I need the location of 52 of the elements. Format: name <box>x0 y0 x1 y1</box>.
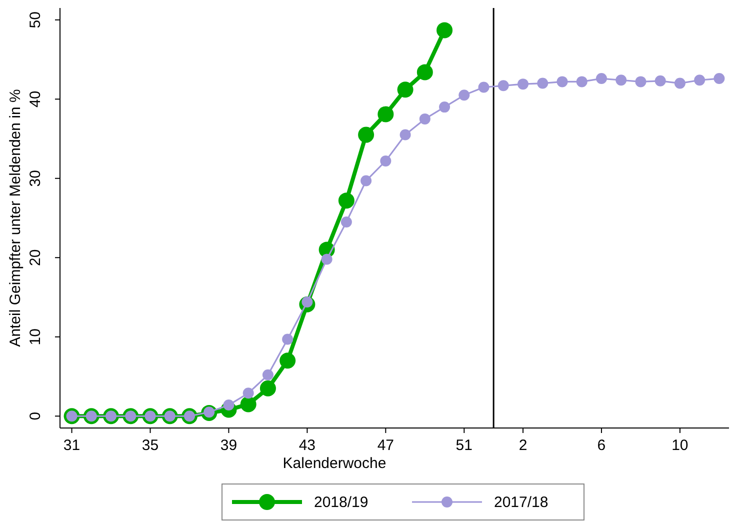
x-axis-title: Kalenderwoche <box>282 455 386 472</box>
legend-label: 2017/18 <box>494 494 548 511</box>
x-tick-label: 35 <box>142 437 159 454</box>
point <box>458 90 470 101</box>
point <box>282 334 294 345</box>
point <box>674 78 686 89</box>
y-tick-label: 50 <box>27 12 44 28</box>
x-tick-label: 2 <box>518 437 528 454</box>
point <box>714 73 725 84</box>
point <box>378 106 394 122</box>
point <box>400 129 411 140</box>
point <box>576 76 588 88</box>
point <box>556 76 568 88</box>
point <box>518 78 529 90</box>
x-tick-label: 6 <box>597 437 606 454</box>
point <box>360 175 372 186</box>
point <box>358 126 374 143</box>
x-tick-label: 51 <box>456 437 472 454</box>
y-tick-label: 0 <box>27 412 44 420</box>
point <box>340 216 352 228</box>
point <box>635 76 646 88</box>
point <box>439 102 450 113</box>
point <box>478 82 490 93</box>
point <box>260 380 276 396</box>
point <box>262 369 274 380</box>
y-tick-label: 10 <box>27 328 44 346</box>
point <box>419 113 430 124</box>
point <box>596 73 607 84</box>
y-tick-label: 20 <box>27 249 44 266</box>
point <box>321 254 332 265</box>
point <box>694 74 706 86</box>
x-tick-label: 10 <box>672 437 688 454</box>
point <box>338 192 354 209</box>
point <box>240 396 256 412</box>
x-tick-label: 47 <box>377 437 394 454</box>
point <box>498 80 509 92</box>
point <box>416 64 433 80</box>
point <box>537 78 548 89</box>
y-axis-title: Anteil Geimpfter unter Meldenden in % <box>7 89 24 347</box>
point <box>242 388 254 399</box>
point <box>380 155 392 166</box>
y-tick-label: 30 <box>27 170 44 187</box>
x-tick-label: 43 <box>298 437 316 454</box>
point <box>654 75 666 86</box>
point <box>397 82 414 98</box>
y-tick-label: 40 <box>27 90 44 108</box>
point <box>436 22 453 38</box>
point <box>616 74 627 86</box>
x-tick-label: 39 <box>220 437 238 454</box>
legend-label: 2018/19 <box>314 494 368 511</box>
point <box>280 352 296 369</box>
x-tick-label: 31 <box>63 437 80 454</box>
